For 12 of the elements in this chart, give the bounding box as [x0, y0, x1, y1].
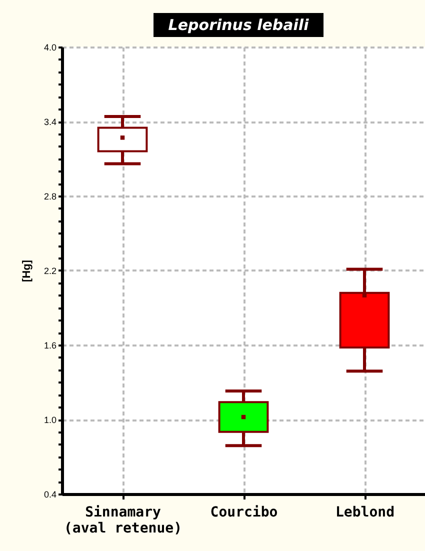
chart-title: Leporinus lebaili — [168, 16, 310, 34]
y-tick-label: 2.8 — [44, 192, 56, 202]
y-tick-label: 0.4 — [44, 490, 56, 500]
x-tick-label: Courcibo — [210, 504, 278, 520]
y-tick-label: 1.0 — [44, 415, 56, 425]
y-axis-title: [Hg] — [20, 260, 33, 282]
y-tick-label: 1.6 — [44, 340, 56, 350]
y-tick-label: 3.4 — [44, 117, 56, 127]
y-tick-label: 2.2 — [44, 266, 56, 276]
x-tick-label: Leblond — [335, 504, 395, 520]
y-tick-label: 4.0 — [44, 42, 56, 52]
x-tick-label: Sinnamary (aval retenue) — [64, 504, 182, 536]
